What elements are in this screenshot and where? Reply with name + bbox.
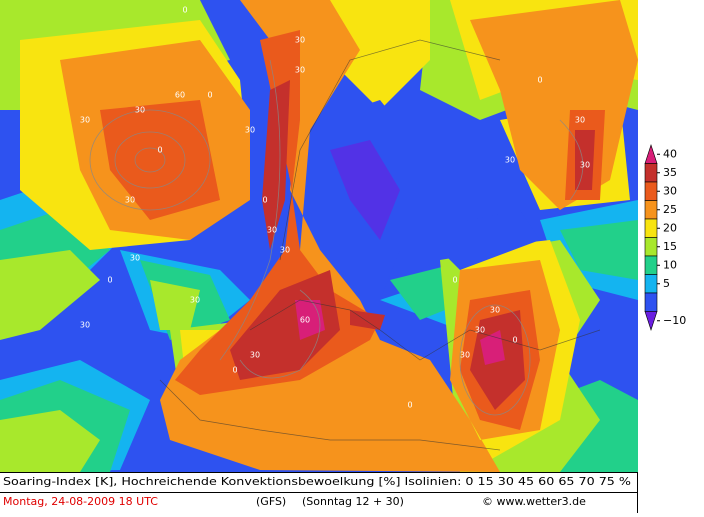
contour-label: 30: [295, 36, 305, 45]
contour-label: 0: [232, 366, 237, 375]
contour-label: 30: [245, 126, 255, 135]
colorbar-swatch: [644, 163, 658, 183]
contour-label: 0: [262, 196, 267, 205]
contour-label: 0: [512, 336, 517, 345]
contour-label: 30: [490, 306, 500, 315]
colorbar-label: 25: [663, 203, 677, 216]
colorbar-label: 5: [663, 277, 670, 290]
caption: Soaring-Index [K], Hochreichende Konvekt…: [3, 475, 631, 488]
contour-label: 30: [295, 66, 305, 75]
contour-label: 60: [175, 91, 185, 100]
colorbar-label: 30: [663, 184, 677, 197]
map-field: 0 30 30 0 30 60 30 0 30 30 0 30 30 60 30 0 30 30 0 30 30 30 0 3…: [0, 0, 638, 472]
contour-label: 30: [125, 196, 135, 205]
contour-label: 0: [107, 276, 112, 285]
colorbar-swatch: [644, 181, 658, 201]
colorbar-swatch: [644, 311, 658, 331]
contour-label: 0: [452, 276, 457, 285]
contour-label: 0: [537, 76, 542, 85]
contour-label: 30: [475, 326, 485, 335]
contour-label: 30: [575, 116, 585, 125]
colorbar: 40 35 30 25 20 15 10 5 −10: [644, 144, 686, 331]
date: Montag, 24-08-2009 18 UTC: [3, 495, 158, 508]
contour-label: 30: [250, 351, 260, 360]
run: (Sonntag 12 + 30): [302, 495, 404, 508]
colorbar-label: 15: [663, 240, 677, 253]
contour-label: 30: [130, 254, 140, 263]
contour-label: 0: [157, 146, 162, 155]
colorbar-swatch: [644, 255, 658, 275]
contour-labels: 0 30 30 0 30 60 30 0 30 30 0 30 30 60 30 0 30 30 0 30 30 30 0 3…: [80, 6, 590, 410]
contour-label: 0: [407, 401, 412, 410]
colorbar-swatch: [644, 144, 658, 164]
contour-label: 0: [182, 6, 187, 15]
colorbar-swatch: [644, 218, 658, 238]
contour-label: 30: [505, 156, 515, 165]
contour-label: 30: [280, 246, 290, 255]
colorbar-swatch: [644, 292, 658, 312]
colorbar-label: −10: [663, 314, 686, 327]
colorbar-label: 35: [663, 166, 677, 179]
contour-label: 30: [267, 226, 277, 235]
contour-label: 30: [460, 351, 470, 360]
colorbar-label: 40: [663, 147, 677, 160]
colorbar-swatch: [644, 237, 658, 257]
contour-label: 30: [190, 296, 200, 305]
colorbar-label: 10: [663, 258, 677, 271]
colorbar-swatch: [644, 200, 658, 220]
contour-label: 30: [80, 116, 90, 125]
contour-label: 30: [580, 161, 590, 170]
contour-label: 30: [80, 321, 90, 330]
credit: © www.wetter3.de: [482, 495, 586, 508]
model: (GFS): [256, 495, 286, 508]
colorbar-swatch: [644, 274, 658, 294]
colorbar-label: 20: [663, 221, 677, 234]
contour-label: 0: [207, 91, 212, 100]
contour-label: 30: [135, 106, 145, 115]
contour-label: 60: [300, 316, 310, 325]
